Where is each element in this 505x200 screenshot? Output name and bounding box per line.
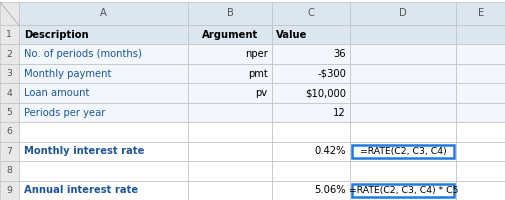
- Bar: [351, 145, 453, 158]
- Bar: [19, 122, 188, 142]
- Text: =RATE(C2, C3, C4) * C5: =RATE(C2, C3, C4) * C5: [348, 186, 457, 195]
- Bar: [188, 44, 271, 64]
- Bar: [188, 103, 271, 122]
- Text: 2: 2: [7, 50, 12, 59]
- Bar: [188, 25, 271, 44]
- Bar: [349, 103, 456, 122]
- Bar: [456, 142, 505, 161]
- Text: pmt: pmt: [247, 69, 267, 79]
- Text: 9: 9: [7, 186, 12, 195]
- Text: -$300: -$300: [317, 69, 345, 79]
- Text: E: E: [477, 8, 483, 19]
- Bar: [19, 64, 188, 83]
- Bar: [456, 181, 505, 200]
- Text: Value: Value: [275, 30, 307, 40]
- Text: 7: 7: [7, 147, 12, 156]
- Bar: [271, 64, 349, 83]
- Bar: [0, 25, 19, 44]
- Bar: [0, 103, 19, 122]
- Text: nper: nper: [244, 49, 267, 59]
- Bar: [271, 103, 349, 122]
- Text: Argument: Argument: [201, 30, 258, 40]
- Bar: [271, 161, 349, 181]
- Bar: [351, 184, 453, 197]
- Text: =RATE(C2, C3, C4): =RATE(C2, C3, C4): [359, 147, 446, 156]
- Text: Annual interest rate: Annual interest rate: [24, 185, 138, 195]
- Bar: [271, 181, 349, 200]
- Bar: [456, 83, 505, 103]
- Bar: [456, 44, 505, 64]
- Bar: [456, 161, 505, 181]
- Text: Periods per year: Periods per year: [24, 108, 105, 117]
- Text: C: C: [307, 8, 314, 19]
- Text: 5: 5: [7, 108, 12, 117]
- Text: 12: 12: [333, 108, 345, 117]
- Text: 36: 36: [333, 49, 345, 59]
- Bar: [0, 2, 19, 25]
- Text: 4: 4: [7, 89, 12, 98]
- Bar: [0, 83, 19, 103]
- Bar: [19, 25, 188, 44]
- Bar: [19, 142, 188, 161]
- Bar: [349, 122, 456, 142]
- Bar: [19, 181, 188, 200]
- Bar: [188, 2, 271, 25]
- Text: B: B: [226, 8, 233, 19]
- Text: 3: 3: [7, 69, 12, 78]
- Bar: [271, 25, 349, 44]
- Bar: [0, 161, 19, 181]
- Bar: [456, 25, 505, 44]
- Bar: [19, 2, 188, 25]
- Bar: [188, 122, 271, 142]
- Bar: [271, 122, 349, 142]
- Text: 6: 6: [7, 127, 12, 136]
- Text: 0.42%: 0.42%: [314, 146, 345, 156]
- Bar: [0, 122, 19, 142]
- Text: Monthly interest rate: Monthly interest rate: [24, 146, 144, 156]
- Text: 8: 8: [7, 166, 12, 175]
- Text: Loan amount: Loan amount: [24, 88, 89, 98]
- Bar: [456, 64, 505, 83]
- Text: D: D: [398, 8, 407, 19]
- Bar: [349, 161, 456, 181]
- Bar: [188, 142, 271, 161]
- Bar: [349, 25, 456, 44]
- Text: No. of periods (months): No. of periods (months): [24, 49, 141, 59]
- Bar: [19, 44, 188, 64]
- Bar: [19, 103, 188, 122]
- Bar: [188, 161, 271, 181]
- Bar: [349, 181, 456, 200]
- Bar: [271, 83, 349, 103]
- Bar: [0, 181, 19, 200]
- Bar: [456, 2, 505, 25]
- Bar: [349, 64, 456, 83]
- Bar: [456, 103, 505, 122]
- Text: Monthly payment: Monthly payment: [24, 69, 111, 79]
- Bar: [19, 161, 188, 181]
- Bar: [0, 142, 19, 161]
- Bar: [271, 2, 349, 25]
- Text: Description: Description: [24, 30, 88, 40]
- Text: 5.06%: 5.06%: [314, 185, 345, 195]
- Bar: [188, 181, 271, 200]
- Bar: [349, 44, 456, 64]
- Text: A: A: [100, 8, 107, 19]
- Bar: [19, 83, 188, 103]
- Bar: [0, 44, 19, 64]
- Bar: [271, 142, 349, 161]
- Bar: [349, 83, 456, 103]
- Bar: [349, 2, 456, 25]
- Bar: [456, 122, 505, 142]
- Bar: [188, 64, 271, 83]
- Bar: [188, 83, 271, 103]
- Text: $10,000: $10,000: [305, 88, 345, 98]
- Text: 1: 1: [7, 30, 12, 39]
- Text: pv: pv: [255, 88, 267, 98]
- Bar: [349, 142, 456, 161]
- Bar: [271, 44, 349, 64]
- Bar: [0, 64, 19, 83]
